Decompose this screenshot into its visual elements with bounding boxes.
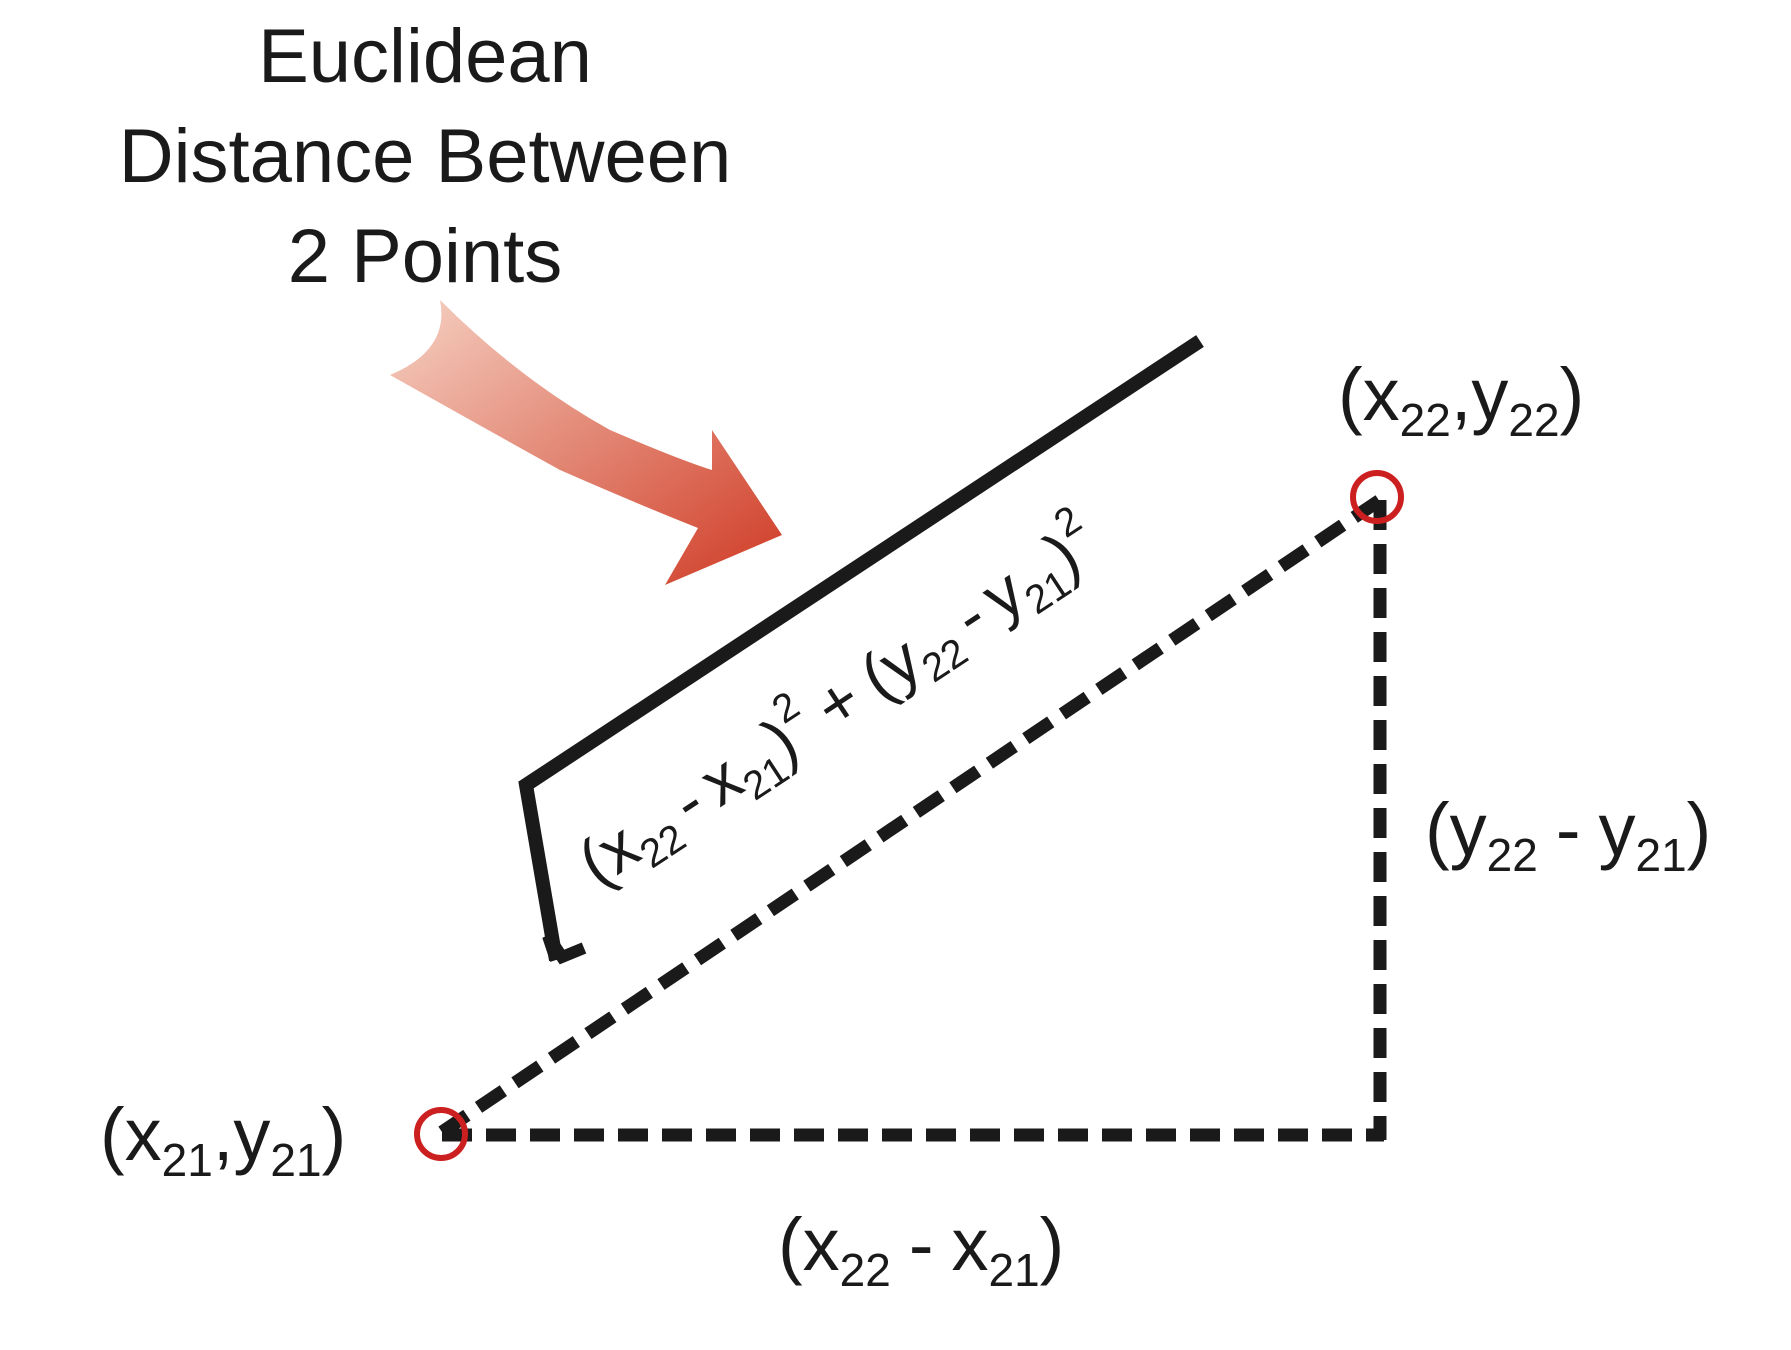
delta-y-sub-a: 22 bbox=[1487, 829, 1538, 881]
point-b-x: x bbox=[1363, 353, 1400, 436]
delta-x-label: (x22- x21) bbox=[778, 1203, 1064, 1296]
delta-y-sub-b: 21 bbox=[1635, 829, 1686, 881]
delta-y-minus: - bbox=[1556, 788, 1581, 871]
point-a-y: y bbox=[233, 1093, 270, 1176]
diagram-title: Euclidean Distance Between 2 Points bbox=[119, 14, 732, 299]
radical-sign bbox=[518, 335, 1204, 962]
point-a-x-sub: 21 bbox=[162, 1134, 213, 1186]
delta-x-var-b: x bbox=[951, 1203, 988, 1286]
hypotenuse-line bbox=[438, 494, 1384, 1138]
delta-x-sub-a: 22 bbox=[840, 1244, 891, 1296]
delta-x-minus: - bbox=[909, 1203, 934, 1286]
point-b-marker bbox=[1350, 470, 1404, 524]
delta-x-var-a: x bbox=[803, 1203, 840, 1286]
point-b-label: (x22,y22) bbox=[1338, 353, 1584, 446]
delta-y-var-b: y bbox=[1598, 788, 1635, 871]
point-b-y-sub: 22 bbox=[1508, 394, 1559, 446]
point-b-x-sub: 22 bbox=[1400, 394, 1451, 446]
point-b-y: y bbox=[1471, 353, 1508, 436]
triangle bbox=[438, 494, 1387, 1142]
title-line-3: 2 Points bbox=[288, 214, 563, 299]
title-line-1: Euclidean bbox=[258, 14, 592, 99]
delta-y-var-a: y bbox=[1450, 788, 1487, 871]
title-line-2: Distance Between bbox=[119, 114, 732, 199]
point-a-y-sub: 21 bbox=[270, 1134, 321, 1186]
curved-arrow-icon bbox=[390, 300, 782, 585]
point-a-label: (x21,y21) bbox=[100, 1093, 346, 1186]
point-a-marker bbox=[414, 1107, 468, 1161]
delta-x-sub-b: 21 bbox=[988, 1244, 1039, 1296]
radical-hook bbox=[542, 932, 587, 965]
point-a-x: x bbox=[125, 1093, 162, 1176]
delta-y-label: (y22- y21) bbox=[1425, 788, 1711, 881]
